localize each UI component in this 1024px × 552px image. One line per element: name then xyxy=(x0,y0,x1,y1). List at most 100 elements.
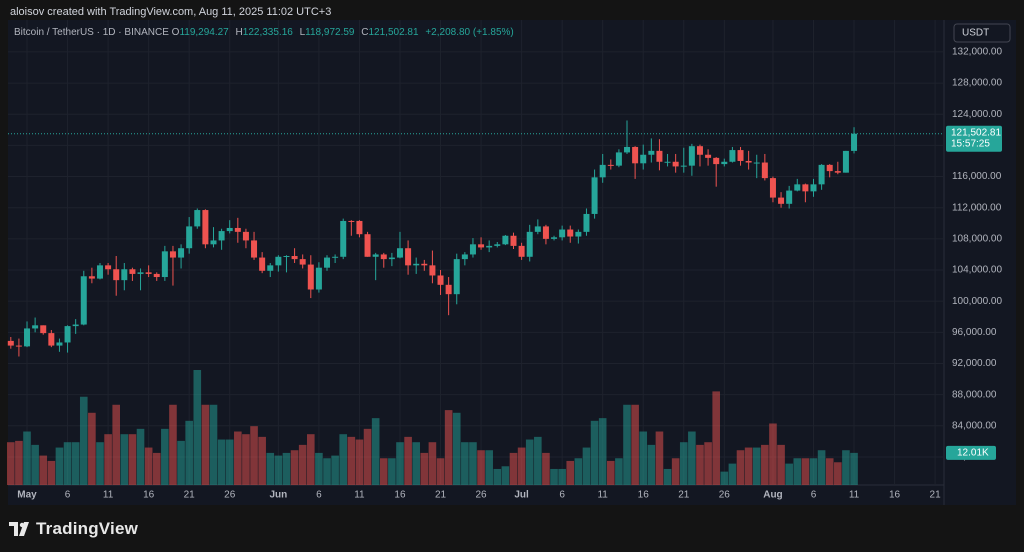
last-price-label: 121,502.81 xyxy=(951,127,1001,138)
countdown: 15:57:25 xyxy=(951,138,990,149)
candle-body xyxy=(137,272,144,274)
candle-body xyxy=(696,146,703,155)
candle-body xyxy=(275,256,282,266)
legend-key: O xyxy=(171,27,180,38)
volume-bar xyxy=(136,428,145,485)
candle-body xyxy=(218,231,225,241)
volume-bar xyxy=(761,444,769,485)
last-price-box xyxy=(946,125,1002,152)
volume-bar xyxy=(331,455,339,485)
candle-body xyxy=(324,257,331,268)
candle-body xyxy=(129,269,136,274)
volume-bar xyxy=(347,436,356,485)
x-tick-label: 21 xyxy=(678,490,690,501)
volume-bar xyxy=(355,439,364,485)
candle-body xyxy=(567,229,574,237)
candle-body xyxy=(80,276,87,325)
y-tick-label: 100,000.00 xyxy=(952,296,1002,307)
volume-bar xyxy=(671,458,680,485)
candle-body xyxy=(153,273,160,278)
volume-bar xyxy=(493,468,502,485)
candle-body xyxy=(826,164,833,172)
volume-bar xyxy=(23,431,31,485)
candle-body xyxy=(810,184,817,192)
volume-label: 12.01K xyxy=(957,448,989,459)
volume-bar xyxy=(598,418,607,485)
volume-bar xyxy=(769,423,777,485)
volume-bar xyxy=(250,426,258,485)
currency-box[interactable] xyxy=(953,23,1011,43)
candle-body xyxy=(372,254,379,257)
volume-bar xyxy=(574,458,583,485)
candle-body xyxy=(32,325,39,329)
volume-bar xyxy=(290,450,299,485)
volume-bar xyxy=(444,410,453,485)
candle-body xyxy=(680,165,687,167)
x-tick-label: 11 xyxy=(849,490,860,501)
candle-body xyxy=(624,146,631,153)
candle-body xyxy=(494,244,501,246)
candle-body xyxy=(299,259,306,265)
volume-bar xyxy=(679,442,688,485)
candle-body xyxy=(551,237,558,239)
volume-bar xyxy=(71,442,80,485)
candle-body xyxy=(121,269,128,281)
candle-body xyxy=(380,254,387,260)
volume-bar xyxy=(550,468,558,485)
volume-bar xyxy=(606,460,615,485)
volume-bar xyxy=(558,468,566,485)
legend-key: C xyxy=(361,27,369,38)
candle-body xyxy=(72,324,79,327)
volume-bar xyxy=(809,458,818,485)
legend-open: 119,294.27 xyxy=(179,27,229,38)
candle-body xyxy=(113,269,120,281)
candle-body xyxy=(356,220,363,235)
candle-body xyxy=(664,161,671,163)
candle-body xyxy=(437,275,444,285)
x-tick-label: 6 xyxy=(811,490,817,501)
volume-bar xyxy=(655,431,664,485)
symbol: Bitcoin / TetherUS · 1D · BINANCE xyxy=(14,27,169,38)
volume-bar xyxy=(712,391,720,485)
chart-background xyxy=(8,20,1016,505)
candle-body xyxy=(591,177,598,214)
candle-body xyxy=(526,231,533,257)
candle-body xyxy=(583,213,590,232)
candle-body xyxy=(518,245,525,257)
legend-change: +2,208.80 (+1.85%) xyxy=(425,27,514,38)
candle-body xyxy=(502,235,509,245)
volume-bar xyxy=(161,428,169,485)
currency: USDT xyxy=(962,28,989,39)
candle-body xyxy=(737,150,744,161)
legend-key: H xyxy=(235,27,243,38)
candle-body xyxy=(745,160,752,163)
volume-bar xyxy=(209,404,218,485)
candle-body xyxy=(332,256,339,258)
volume-bar xyxy=(509,452,518,485)
candle-body xyxy=(615,152,622,166)
x-tick-label: 16 xyxy=(394,490,406,501)
volume-bar xyxy=(517,447,526,485)
volume-bar xyxy=(96,442,104,485)
candle-body xyxy=(226,227,233,232)
candle-body xyxy=(761,162,768,179)
x-tick-label: 26 xyxy=(224,490,236,501)
candle-body xyxy=(340,220,347,257)
candle-body xyxy=(413,263,420,266)
volume-bar xyxy=(379,458,388,485)
candle-body xyxy=(486,245,493,248)
volume-bar xyxy=(412,442,420,485)
volume-bar xyxy=(696,444,704,485)
volume-bar xyxy=(688,431,696,485)
candle-body xyxy=(96,265,103,279)
candle-body xyxy=(234,227,241,232)
x-tick-label: 11 xyxy=(354,490,365,501)
volume-bar xyxy=(452,412,461,485)
candle-body xyxy=(186,226,193,249)
volume-bar xyxy=(542,452,550,485)
volume-bar xyxy=(736,450,745,485)
volume-bar xyxy=(39,455,48,485)
candle-body xyxy=(769,178,776,198)
volume-bar xyxy=(63,442,72,485)
